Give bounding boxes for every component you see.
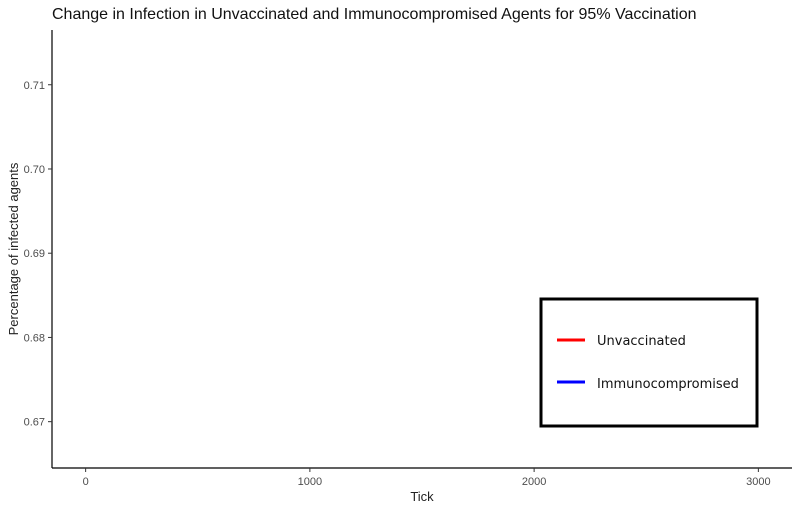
legend-label-unvaccinated: Unvaccinated	[597, 334, 686, 349]
legend: Unvaccinated Immunocompromised	[539, 297, 759, 428]
x-tick-label: 3000	[746, 476, 770, 488]
legend-box	[539, 297, 759, 428]
x-tick-label: 1000	[298, 476, 322, 488]
y-axis-title: Percentage of infected agents	[6, 162, 21, 335]
axes	[51, 30, 792, 469]
y-tick-label: 0.68	[24, 332, 45, 344]
x-tick-label: 2000	[522, 476, 546, 488]
y-tick-label: 0.71	[24, 80, 45, 92]
x-ticks: 0 1000 2000 3000	[83, 468, 771, 488]
y-tick-label: 0.70	[24, 164, 45, 176]
y-ticks: 0.67 0.68 0.69 0.70 0.71	[24, 80, 52, 429]
y-tick-label: 0.67	[24, 417, 45, 429]
legend-label-immunocompromised: Immunocompromised	[597, 377, 739, 392]
x-axis-title: Tick	[410, 489, 434, 504]
x-tick-label: 0	[83, 476, 89, 488]
y-tick-label: 0.69	[24, 248, 45, 260]
chart-title: Change in Infection in Unvaccinated and …	[52, 6, 697, 23]
